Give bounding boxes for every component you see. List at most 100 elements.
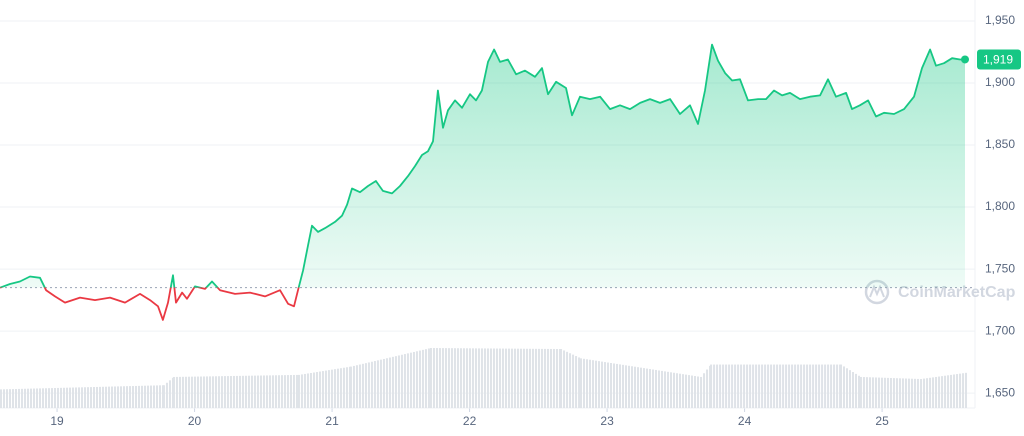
volume-bar	[929, 377, 932, 408]
volume-bar	[855, 373, 858, 408]
volume-bar	[840, 364, 843, 408]
volume-bar	[361, 363, 364, 408]
volume-bar	[746, 364, 749, 408]
volume-bar	[271, 375, 274, 408]
volume-bar	[603, 362, 606, 408]
volume-bar	[803, 364, 806, 408]
volume-bar	[181, 376, 184, 408]
volume-bar	[190, 376, 193, 408]
volume-bar	[418, 350, 421, 408]
volume-bar	[636, 367, 639, 408]
volume-bar	[99, 386, 101, 408]
volume-bar	[202, 376, 205, 408]
volume-bar	[815, 364, 818, 408]
volume-bar	[606, 362, 609, 408]
volume-bar	[713, 364, 716, 408]
volume-bar	[528, 348, 531, 408]
volume-bar	[531, 348, 534, 408]
volume-bar	[489, 348, 492, 408]
volume-bar	[339, 368, 342, 408]
x-tick-label: 24	[738, 414, 752, 428]
volume-bar	[639, 367, 642, 408]
volume-bar	[306, 373, 309, 408]
last-point	[961, 55, 969, 64]
volume-bar	[265, 375, 268, 408]
volume-bar	[277, 375, 280, 408]
volume-bar	[286, 375, 289, 408]
volume-bar	[241, 375, 244, 408]
volume-bar	[776, 364, 779, 408]
volume-bar	[205, 376, 208, 408]
volume-bar	[429, 348, 432, 408]
volume-bar	[168, 380, 171, 408]
volume-bar	[651, 369, 654, 408]
volume-bar	[184, 376, 187, 408]
volume-bar	[153, 385, 155, 408]
volume-bar	[830, 364, 833, 408]
y-tick-label: 1,700	[985, 323, 1015, 337]
volume-bar	[0, 389, 2, 408]
volume-bar	[256, 375, 259, 408]
volume-bar	[824, 364, 827, 408]
volume-bar	[516, 348, 519, 408]
volume-bar	[743, 364, 746, 408]
volume-bar	[238, 375, 241, 408]
volume-bar	[566, 351, 569, 408]
volume-bar	[642, 368, 645, 408]
volume-bar	[883, 377, 886, 408]
volume-bar	[755, 364, 758, 408]
volume-bar	[666, 371, 669, 408]
volume-bar	[364, 363, 367, 408]
volume-bar	[498, 348, 501, 408]
volume-bar	[309, 372, 312, 408]
volume-bar	[507, 348, 510, 408]
volume-bar	[657, 370, 660, 408]
volume-bar	[627, 365, 630, 408]
volume-bar	[585, 359, 588, 408]
volume-bar	[959, 373, 962, 408]
volume-bar	[868, 377, 871, 408]
volume-bar	[962, 373, 965, 408]
volume-bar	[373, 361, 376, 408]
volume-bar	[865, 377, 868, 408]
x-tick-label: 22	[463, 414, 477, 428]
volume-bar	[193, 376, 196, 408]
volume-bar	[525, 348, 528, 408]
volume-bar	[412, 351, 415, 408]
volume-bar	[895, 378, 898, 408]
volume-bar	[114, 386, 116, 408]
volume-bar	[892, 378, 895, 408]
volume-bar	[901, 378, 904, 408]
volume-bar	[579, 358, 582, 408]
volume-bar	[486, 348, 489, 408]
volume-bar	[552, 348, 555, 408]
volume-bar	[165, 382, 168, 408]
volume-bar	[483, 348, 486, 408]
volume-bar	[232, 375, 235, 408]
volume-bar	[117, 386, 119, 408]
volume-bar	[926, 378, 929, 408]
price-area	[0, 44, 965, 288]
volume-bar	[315, 372, 318, 408]
volume-bar	[355, 365, 358, 408]
volume-bar	[336, 368, 339, 408]
y-tick-label: 1,750	[985, 261, 1015, 275]
volume-bar	[563, 350, 566, 408]
volume-bar	[624, 365, 627, 408]
volume-bar	[330, 369, 333, 408]
volume-bar	[812, 364, 815, 408]
volume-bar	[582, 358, 585, 408]
volume-bar	[597, 361, 600, 408]
volume-bar	[196, 376, 199, 408]
volume-bar	[575, 356, 578, 408]
volume-bar	[923, 378, 926, 408]
volume-bar	[435, 348, 438, 408]
volume-bar	[560, 349, 563, 408]
volume-bar	[147, 385, 149, 408]
volume-bar	[349, 366, 352, 408]
volume-bar	[569, 353, 572, 408]
volume-bar	[441, 348, 444, 408]
volume-bar	[132, 386, 134, 408]
volume-bar	[779, 364, 782, 408]
